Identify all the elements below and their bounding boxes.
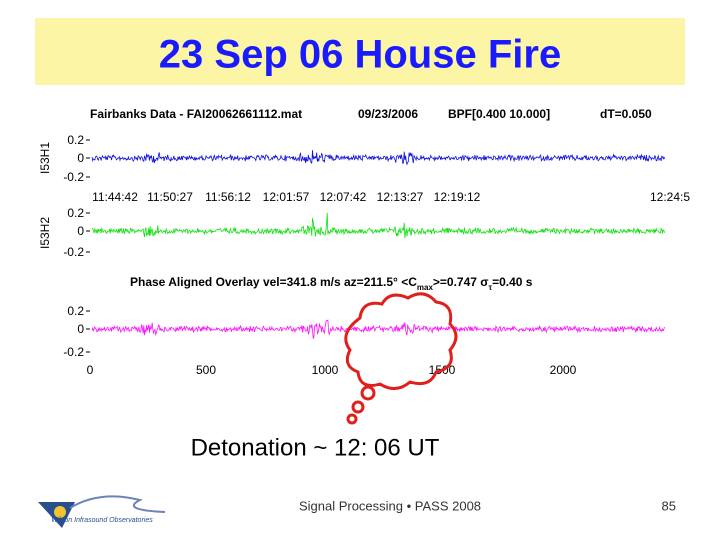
y-axis-label: I53H1	[38, 142, 52, 174]
thought-bubble	[344, 292, 458, 425]
y-tick-label: 0.2	[67, 206, 84, 220]
x-tick-label: 0	[87, 363, 94, 377]
waveform-figure: Fairbanks Data - FAI20062661112.mat 09/2…	[38, 107, 690, 377]
time-tick-label: 11:50:27	[147, 190, 193, 204]
overlay-title-part: =0.40 s	[492, 275, 533, 289]
y-axis-label: I53H2	[38, 217, 52, 249]
time-tick-label: 11:56:12	[205, 190, 251, 204]
y-tick-label: 0.2	[67, 304, 84, 318]
annotation: Detonation ~ 12: 06 UT	[191, 434, 440, 461]
time-tick-label: 11:44:42	[92, 190, 138, 204]
slide-title: 23 Sep 06 House Fire	[159, 33, 561, 77]
overlay-title-part: Phase Aligned Overlay vel=341.8 m/s az=2…	[130, 275, 417, 289]
overlay-title: Phase Aligned Overlay vel=341.8 m/s az=2…	[130, 275, 533, 292]
x-tick-label: 500	[196, 363, 216, 377]
time-tick-label: 12:13:27	[377, 190, 424, 204]
figure-header: BPF[0.400 10.000]	[448, 107, 550, 121]
y-tick-label: -0.2	[63, 345, 84, 359]
logo-text: Wilson Infrasound Observatories	[51, 517, 153, 524]
figure-header: 09/23/2006	[358, 107, 418, 121]
y-tick-label: 0.2	[67, 133, 84, 147]
figure-header: Fairbanks Data - FAI20062661112.mat	[90, 107, 302, 121]
waveform-trace	[91, 212, 665, 239]
overlay-title-part: τ	[488, 283, 492, 292]
time-tick-label: 12:07:42	[320, 190, 367, 204]
overlay-title-part: max	[417, 283, 434, 292]
time-tick-label: 12:01:57	[263, 190, 310, 204]
waveform-trace	[91, 319, 665, 340]
y-tick-label: -0.2	[63, 170, 84, 184]
waveform-trace	[91, 150, 665, 166]
y-tick-label: 0	[77, 224, 84, 238]
footer-text: Signal Processing • PASS 2008	[299, 498, 481, 513]
y-tick-label: -0.2	[63, 245, 84, 259]
x-tick-label: 2000	[550, 363, 577, 377]
page-number: 85	[662, 498, 676, 513]
time-tick-label: 12:19:12	[434, 190, 481, 204]
y-tick-label: 0	[77, 151, 84, 165]
title-band	[35, 18, 685, 85]
x-tick-label: 1000	[312, 363, 339, 377]
overlay-title-part: >=0.747 σ	[433, 275, 489, 289]
y-tick-label: 0	[77, 322, 84, 336]
time-tick-label: 12:24:5	[650, 190, 690, 204]
logo: Wilson Infrasound Observatories	[38, 495, 166, 528]
figure-header: dT=0.050	[600, 107, 652, 121]
